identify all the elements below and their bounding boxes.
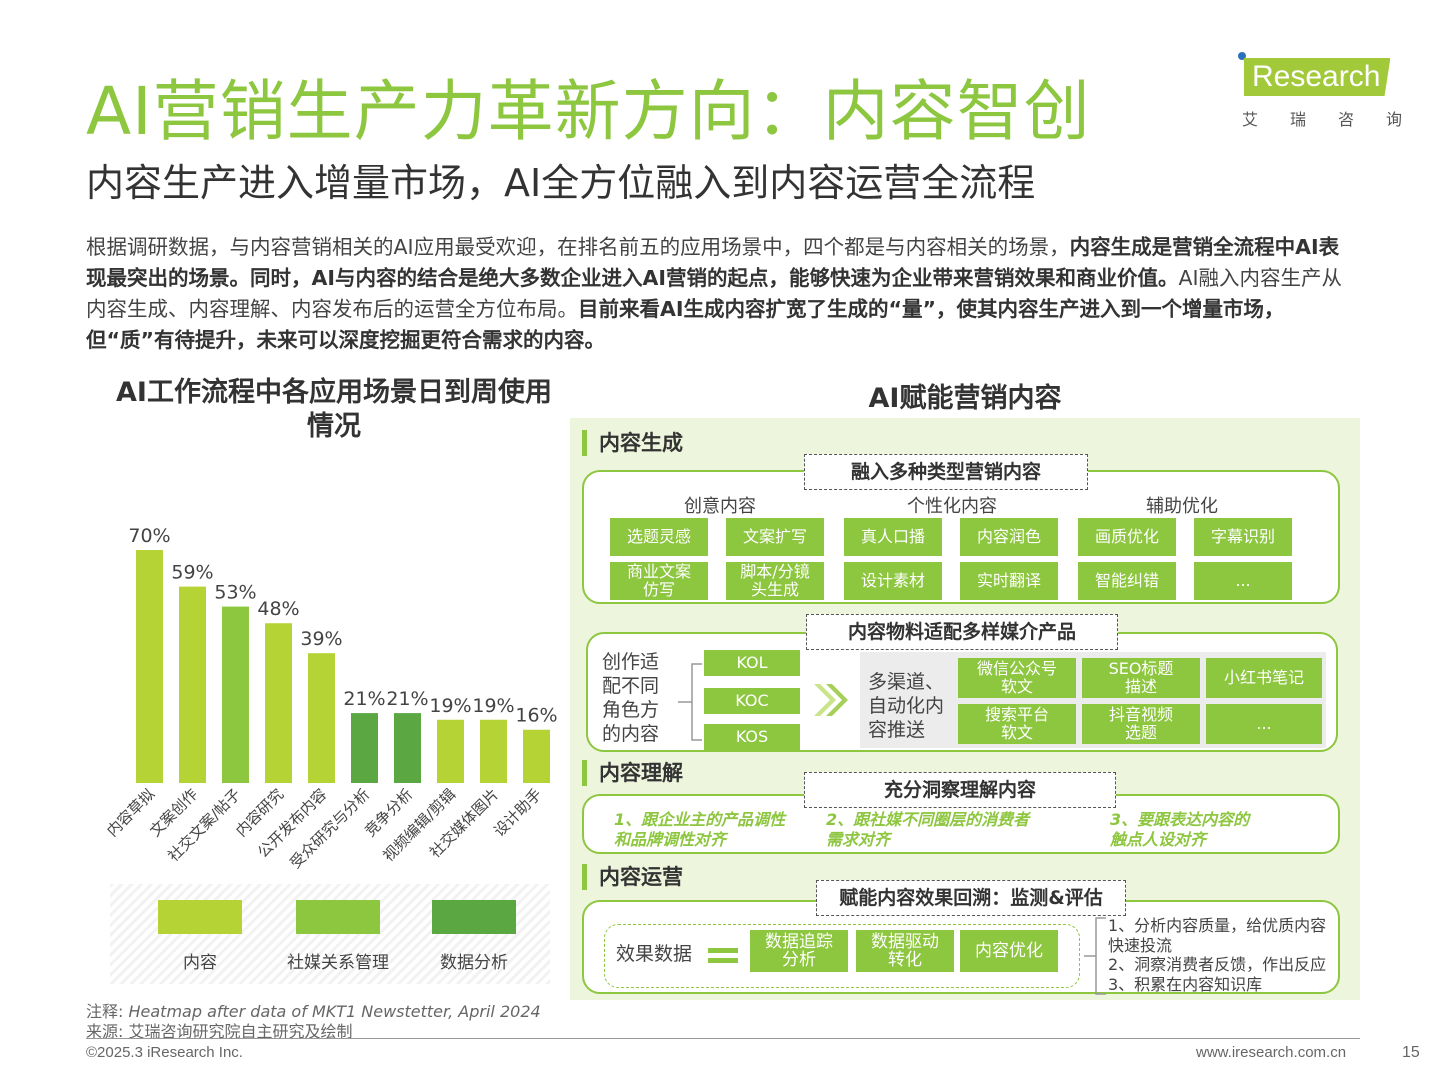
value-label-1: 70% (128, 525, 170, 547)
category-label-10: 设计助手 (490, 785, 545, 840)
ops-bracket-icon (1084, 917, 1106, 995)
legend-label-content: 内容 (183, 953, 217, 973)
und-header: 充分洞察理解内容 (804, 772, 1116, 808)
und-item-2: 2、跟社媒不同圈层的消费者需求对齐 (826, 810, 1030, 849)
panel-title: AI赋能营销内容 (868, 383, 1062, 414)
channel-5: 抖音视频选题 (1082, 704, 1200, 744)
ops-header: 赋能内容效果回溯：监测&评估 (816, 880, 1126, 916)
gen-item-9: 设计素材 (844, 562, 942, 600)
bar-2 (179, 586, 206, 783)
gen-item-4: 内容润色 (960, 518, 1058, 556)
iresearch-logo: Research 艾瑞咨询 (1236, 46, 1406, 130)
bar-6 (351, 713, 378, 783)
channel-4: 搜索平台软文 (958, 704, 1076, 744)
ops-btn-2: 数据驱动转化 (856, 930, 954, 972)
legend-swatch-content (158, 900, 242, 934)
equals-icon (708, 948, 738, 953)
ops-left-text: 效果数据 (616, 943, 693, 965)
legend-label-data: 数据分析 (440, 953, 508, 973)
roles-bracket-icon (678, 663, 702, 741)
section-und-label: 内容理解 (582, 760, 683, 786)
gen-item-6: 字幕识别 (1194, 518, 1292, 556)
legend-swatch-social (296, 900, 380, 934)
logo-dot-icon (1238, 52, 1246, 60)
ops-note-1: 1、分析内容质量，给优质内容快速投流 (1108, 916, 1327, 955)
intro-paragraph: 根据调研数据，与内容营销相关的AI应用最受欢迎，在排名前五的应用场景中，四个都是… (86, 235, 1343, 352)
legend-label-social: 社媒关系管理 (287, 953, 389, 973)
arrow-right-icon (814, 684, 848, 716)
chart-legend: 内容 社媒关系管理 数据分析 (110, 884, 550, 984)
source-note: 注释: Heatmap after data of MKT1 Newstette… (86, 1002, 541, 1041)
value-label-5: 39% (300, 628, 342, 650)
gen-item-7: 商业文案仿写 (610, 562, 708, 600)
logo-brand: Research (1244, 58, 1391, 96)
role-kol: KOL (704, 650, 800, 676)
channel-2: SEO标题描述 (1082, 658, 1200, 698)
value-label-10: 16% (515, 705, 557, 727)
role-koc: KOC (704, 688, 800, 714)
ops-note-3: 3、积累在内容知识库 (1108, 974, 1263, 994)
bar-8 (437, 719, 464, 783)
page-subtitle: 内容生产进入增量市场，AI全方位融入到内容运营全流程 (86, 161, 1036, 205)
bar-chart: 70%内容草拟59%文案创作53%社交文案/帖子48%内容研究39%公开发布内容… (103, 525, 557, 872)
ops-notes: 1、分析内容质量，给优质内容快速投流 2、洞察消费者反馈，作出反应 3、积累在内… (1108, 916, 1336, 994)
ops-btn-3: 内容优化 (960, 930, 1058, 972)
ops-dashed-frame (604, 924, 1080, 988)
bar-5 (308, 653, 335, 783)
gen-item-5: 画质优化 (1078, 518, 1176, 556)
bar-7 (394, 713, 421, 783)
und-item-1: 1、跟企业主的产品调性和品牌调性对齐 (614, 810, 786, 849)
gen-item-11: 智能纠错 (1078, 562, 1176, 600)
section-ops-label: 内容运营 (582, 864, 683, 890)
ops-note-2: 2、洞察消费者反馈，作出反应 (1108, 955, 1327, 974)
gen-item-2: 文案扩写 (726, 518, 824, 556)
bar-3 (222, 606, 249, 783)
gen-item-12: ... (1194, 562, 1292, 600)
channel-text: 多渠道、自动化内容推送 (868, 671, 945, 741)
bar-4 (265, 623, 292, 783)
channel-1: 微信公众号软文 (958, 658, 1076, 698)
gen-item-3: 真人口播 (844, 518, 942, 556)
gen-cat-creative: 创意内容 (684, 496, 756, 517)
ai-content-panel: 内容生成 融入多种类型营销内容 创意内容 个性化内容 辅助优化 选题灵感 文案扩… (570, 418, 1360, 1000)
gen-cat-personal: 个性化内容 (907, 496, 997, 517)
page-number: 15 (1402, 1044, 1420, 1061)
bar-1 (136, 550, 163, 783)
und-item-3: 3、要跟表达内容的触点人设对齐 (1110, 810, 1250, 849)
channel-6: ... (1206, 704, 1322, 744)
value-label-3: 53% (214, 582, 256, 604)
page-title: AI营销生产力革新方向：内容智创 (86, 73, 1091, 150)
bar-10 (523, 729, 550, 783)
logo-subtitle: 艾瑞咨询 (1242, 110, 1402, 129)
website: www.iresearch.com.cn (1196, 1044, 1347, 1061)
value-label-4: 48% (257, 598, 299, 620)
value-label-8: 19% (429, 695, 471, 717)
ops-btn-1: 数据追踪分析 (750, 930, 848, 972)
media-header: 内容物料适配多样媒介产品 (806, 614, 1118, 650)
bar-9 (480, 719, 507, 783)
value-label-9: 19% (472, 695, 514, 717)
copyright: ©2025.3 iResearch Inc. (86, 1044, 243, 1061)
gen-cat-assist: 辅助优化 (1146, 496, 1218, 517)
channel-3: 小红书笔记 (1206, 658, 1322, 698)
gen-header: 融入多种类型营销内容 (804, 454, 1088, 490)
gen-item-10: 实时翻译 (960, 562, 1058, 600)
chart-title: AI工作流程中各应用场景日到周使用情况 (116, 377, 552, 442)
role-kos: KOS (704, 724, 800, 750)
gen-item-1: 选题灵感 (610, 518, 708, 556)
legend-swatch-data (432, 900, 516, 934)
section-gen-label: 内容生成 (582, 430, 683, 456)
roles-text: 创作适配不同角色方的内容 (602, 651, 660, 745)
gen-item-8: 脚本/分镜头生成 (726, 562, 824, 600)
value-label-7: 21% (386, 688, 428, 710)
footer-divider (86, 1038, 1360, 1039)
value-label-2: 59% (171, 562, 213, 584)
value-label-6: 21% (343, 688, 385, 710)
equals-icon-bar (708, 958, 738, 963)
